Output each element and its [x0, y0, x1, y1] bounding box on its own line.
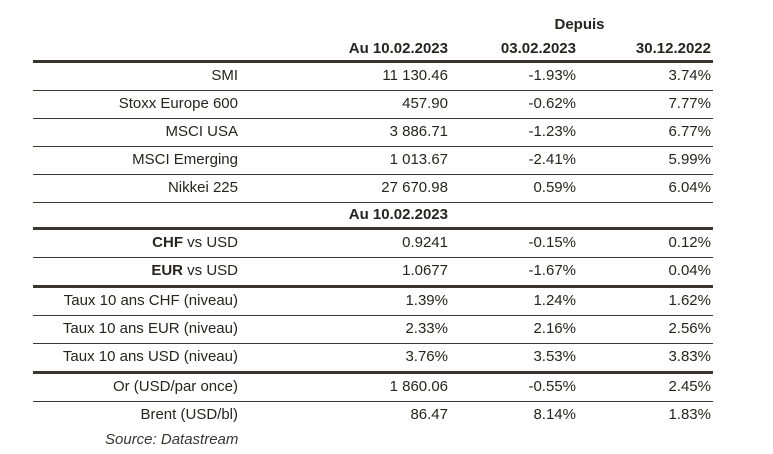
subheader-row: Au 10.02.2023: [33, 203, 713, 230]
row-since-2: 1.83%: [668, 406, 711, 424]
row-value: 86.47: [410, 406, 448, 424]
row-label: EUR vs USD: [33, 263, 250, 280]
row-since-2: 5.99%: [668, 151, 711, 169]
market-data-table: Depuis Au 10.02.2023 03.02.2023 30.12.20…: [33, 12, 713, 449]
depuis-header-row: Depuis: [33, 12, 713, 38]
currency-code: CHF: [152, 234, 183, 252]
row-since-2: 6.04%: [668, 179, 711, 197]
row-since-1: -1.67%: [528, 262, 576, 280]
table-row-taux-eur: Taux 10 ans EUR (niveau) 2.33% 2.16% 2.5…: [33, 316, 713, 344]
column-header-row: Au 10.02.2023 03.02.2023 30.12.2022: [33, 38, 713, 63]
row-since-1: -0.55%: [528, 378, 576, 396]
row-since-1: -0.15%: [528, 234, 576, 252]
row-since-1: 3.53%: [533, 348, 576, 366]
table-row-nikkei: Nikkei 225 27 670.98 0.59% 6.04%: [33, 175, 713, 203]
row-since-2: 3.74%: [668, 67, 711, 85]
header-since-1: 03.02.2023: [500, 39, 576, 57]
source-note: Source: Datastream: [105, 431, 239, 448]
row-since-1: 0.59%: [533, 179, 576, 197]
row-since-1: 8.14%: [533, 406, 576, 424]
row-since-2: 0.04%: [668, 262, 711, 280]
row-value: 1.39%: [405, 292, 448, 310]
table-row-msci-emerging: MSCI Emerging 1 013.67 -2.41% 5.99%: [33, 147, 713, 175]
subheader-value-date: Au 10.02.2023: [348, 205, 448, 223]
row-since-2: 7.77%: [668, 95, 711, 113]
table-row-brent: Brent (USD/bl) 86.47 8.14% 1.83%: [33, 402, 713, 429]
row-since-1: -1.93%: [528, 67, 576, 85]
row-since-1: 1.24%: [533, 292, 576, 310]
row-since-2: 2.56%: [668, 320, 711, 338]
row-value: 1 860.06: [389, 378, 448, 396]
row-since-2: 0.12%: [668, 234, 711, 252]
currency-code: EUR: [151, 262, 183, 280]
row-since-2: 2.45%: [668, 378, 711, 396]
table-row-taux-usd: Taux 10 ans USD (niveau) 3.76% 3.53% 3.8…: [33, 344, 713, 374]
table-row-taux-chf: Taux 10 ans CHF (niveau) 1.39% 1.24% 1.6…: [33, 288, 713, 316]
row-value: 27 670.98: [381, 179, 448, 197]
row-label: MSCI Emerging: [132, 151, 238, 169]
row-since-1: -0.62%: [528, 95, 576, 113]
row-value: 1 013.67: [389, 151, 448, 169]
row-value: 3 886.71: [389, 123, 448, 141]
row-value: 457.90: [402, 95, 448, 113]
row-value: 2.33%: [405, 320, 448, 338]
row-label: MSCI USA: [165, 123, 238, 141]
currency-rest: vs USD: [182, 262, 238, 280]
row-since-1: -1.23%: [528, 123, 576, 141]
row-label: Nikkei 225: [167, 179, 238, 197]
header-since-2: 30.12.2022: [635, 39, 711, 57]
row-value: 0.9241: [402, 234, 448, 252]
table-row-msci-usa: MSCI USA 3 886.71 -1.23% 6.77%: [33, 119, 713, 147]
header-value-date: Au 10.02.2023: [348, 39, 448, 57]
row-value: 1.0677: [402, 262, 448, 280]
row-since-2: 6.77%: [668, 123, 711, 141]
row-since-1: -2.41%: [528, 151, 576, 169]
table-row-stoxx: Stoxx Europe 600 457.90 -0.62% 7.77%: [33, 91, 713, 119]
row-label: Or (USD/par once): [112, 378, 238, 396]
table-row-eur-usd: EUR vs USD 1.0677 -1.67% 0.04%: [33, 258, 713, 288]
row-label: SMI: [211, 67, 238, 85]
table-row-smi: SMI 11 130.46 -1.93% 3.74%: [33, 63, 713, 91]
row-label: Taux 10 ans CHF (niveau): [63, 292, 238, 310]
row-label: Brent (USD/bl): [140, 406, 238, 424]
row-value: 3.76%: [405, 348, 448, 366]
row-since-2: 1.62%: [668, 292, 711, 310]
row-value: 11 130.46: [382, 67, 448, 85]
row-since-1: 2.16%: [533, 320, 576, 338]
row-label: Stoxx Europe 600: [118, 95, 238, 113]
row-label: Taux 10 ans USD (niveau): [62, 348, 238, 366]
table-row-or: Or (USD/par once) 1 860.06 -0.55% 2.45%: [33, 374, 713, 402]
currency-rest: vs USD: [182, 234, 238, 252]
row-label: Taux 10 ans EUR (niveau): [62, 320, 238, 338]
row-label: CHF vs USD: [33, 235, 250, 252]
row-since-2: 3.83%: [668, 348, 711, 366]
depuis-label: Depuis: [554, 15, 605, 33]
table-row-chf-usd: CHF vs USD 0.9241 -0.15% 0.12%: [33, 230, 713, 258]
